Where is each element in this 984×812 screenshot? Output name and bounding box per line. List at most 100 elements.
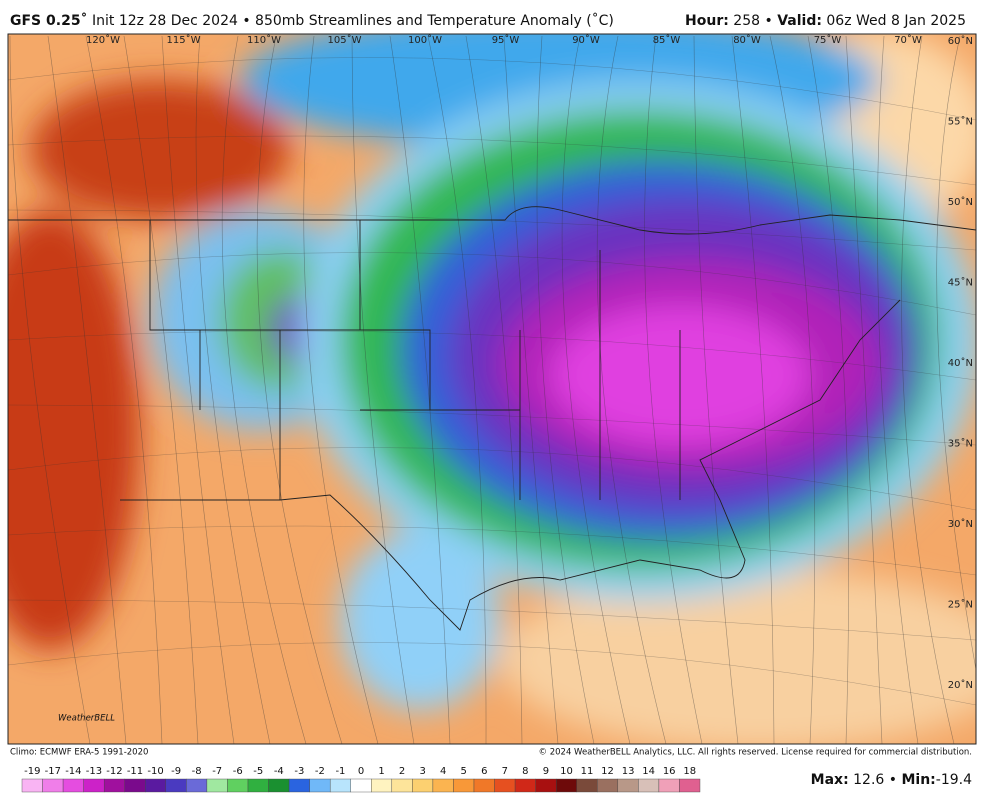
colorbar-label: 7 — [502, 766, 508, 777]
colorbar-label: 5 — [461, 766, 467, 777]
model-name: GFS 0.25˚ — [10, 12, 88, 29]
streamline — [85, 35, 163, 744]
colorbar-swatch — [309, 778, 331, 793]
streamline — [123, 35, 199, 744]
streamline — [8, 525, 976, 576]
longitude-label: 80˚W — [733, 34, 761, 46]
longitude-label: 75˚W — [814, 34, 842, 46]
colorbar-swatch — [42, 778, 64, 793]
streamline — [427, 35, 487, 744]
longitude-label: 115˚W — [167, 34, 201, 46]
colorbar-label: -1 — [335, 766, 345, 777]
colorbar-label: 18 — [683, 766, 696, 777]
colorbar-swatch — [350, 778, 372, 793]
colorbar-label: 12 — [601, 766, 614, 777]
colorbar-label: 2 — [399, 766, 405, 777]
colorbar-label: 8 — [522, 766, 528, 777]
latitude-label: 60˚N — [948, 35, 973, 47]
streamline — [389, 35, 451, 744]
map-frame — [7, 33, 977, 745]
colorbar-swatch — [247, 778, 269, 793]
colorbar-swatch — [617, 778, 639, 793]
colorbar-swatch — [83, 778, 105, 793]
latitude-label: 30˚N — [948, 518, 973, 530]
colorbar-label: 1 — [378, 766, 384, 777]
colorbar-swatch — [227, 778, 249, 793]
longitude-label: 95˚W — [492, 34, 520, 46]
colorbar-label: -5 — [253, 766, 263, 777]
streamline — [503, 35, 559, 744]
colorbar-label: 4 — [440, 766, 446, 777]
streamline — [807, 35, 849, 744]
colorbar-label: 14 — [642, 766, 655, 777]
streamline — [465, 35, 523, 744]
colorbar-swatch — [186, 778, 208, 793]
colorbar-label: 11 — [581, 766, 594, 777]
latitude-label: 55˚N — [948, 116, 973, 128]
valid-time: 06z Wed 8 Jan 2025 — [826, 13, 966, 29]
streamline — [8, 599, 976, 641]
colorbar-swatch — [535, 778, 557, 793]
borders — [8, 206, 976, 631]
colorbar-label: -13 — [86, 766, 102, 777]
colorbar-label: 0 — [358, 766, 364, 777]
colorbar-swatch — [679, 778, 701, 793]
latitude-label: 20˚N — [948, 679, 973, 691]
streamline — [936, 35, 976, 672]
separator: • — [889, 772, 897, 788]
hour-label: Hour: — [685, 13, 729, 29]
colorbar-label: -6 — [233, 766, 243, 777]
colorbar-label: -2 — [315, 766, 325, 777]
copyright: © 2024 WeatherBELL Analytics, LLC. All r… — [539, 748, 972, 758]
colorbar-swatch — [473, 778, 495, 793]
colorbar-swatch — [145, 778, 167, 793]
separator: • — [764, 13, 772, 29]
colorbar-label: -7 — [212, 766, 222, 777]
colorbar-label: 6 — [481, 766, 487, 777]
streamline — [256, 35, 343, 744]
longitude-label: 90˚W — [572, 34, 600, 46]
colorbar-swatch — [555, 778, 577, 793]
latitude-label: 40˚N — [948, 357, 973, 369]
streamline — [161, 35, 235, 744]
colorbar-label: 3 — [419, 766, 425, 777]
colorbar-label: -3 — [294, 766, 304, 777]
colorbar-swatch — [514, 778, 536, 793]
logo: WeatherBELL — [58, 714, 115, 724]
streamline — [731, 35, 775, 744]
streamline — [8, 57, 976, 121]
streamlines — [8, 35, 976, 744]
streamline — [845, 35, 883, 744]
colorbar-label: -4 — [274, 766, 284, 777]
streamline — [221, 35, 307, 744]
colorbar-label: -10 — [147, 766, 163, 777]
streamline — [644, 35, 703, 744]
streamline — [8, 404, 976, 446]
colorbar: -19 -17 -14 -13 -12 -11 -10 -9 -8 -7 -6 -5 -4 -3 -2 -1 0… — [21, 766, 701, 793]
valid-label: Valid: — [777, 13, 822, 29]
max-value: 12.6 — [853, 772, 884, 788]
longitude-label: 85˚W — [653, 34, 681, 46]
streamline — [303, 35, 379, 744]
max-label: Max: — [811, 772, 849, 788]
colorbar-swatch — [371, 778, 393, 793]
longitude-label: 105˚W — [328, 34, 362, 46]
colorbar-label: -14 — [65, 766, 81, 777]
streamline — [195, 35, 271, 744]
longitude-label: 100˚W — [408, 34, 442, 46]
colorbar-swatch — [329, 778, 351, 793]
colorbar-label: -11 — [127, 766, 143, 777]
streamline — [8, 252, 976, 316]
colorbar-swatch — [412, 778, 434, 793]
colorbar-swatch — [124, 778, 146, 793]
colorbar-label: -19 — [24, 766, 40, 777]
streamline — [877, 35, 919, 744]
colorbar-swatch — [21, 778, 43, 793]
streamline — [901, 35, 955, 744]
streamline — [561, 35, 631, 744]
colorbar-label: -9 — [171, 766, 181, 777]
streamline — [693, 35, 739, 744]
longitude-label: 70˚W — [894, 34, 922, 46]
streamline — [536, 35, 595, 744]
